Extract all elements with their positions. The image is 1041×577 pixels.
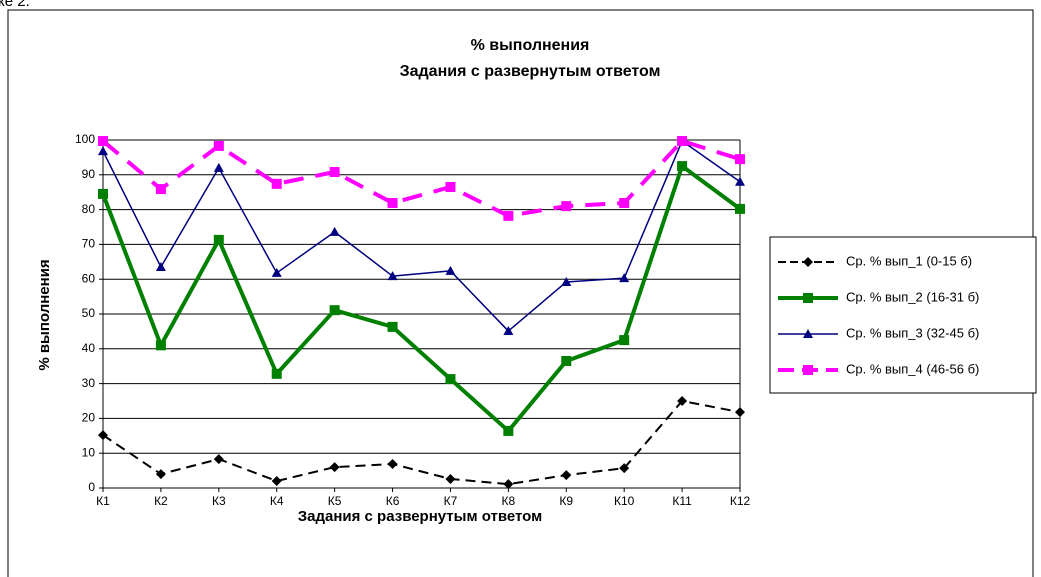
y-tick-label: 10	[82, 445, 96, 459]
x-tick-label: К12	[730, 494, 751, 508]
y-axis-label: % выполнения	[36, 259, 53, 370]
legend-label: Ср. % вып_1 (0-15 б)	[846, 253, 972, 268]
y-tick-label: 30	[82, 376, 96, 390]
legend-marker	[803, 365, 813, 375]
point	[677, 136, 688, 147]
point	[213, 140, 224, 151]
y-tick-label: 0	[88, 480, 95, 494]
point	[445, 181, 456, 192]
point	[271, 267, 282, 277]
point	[387, 458, 398, 469]
chart-title: % выполнения	[471, 37, 590, 54]
point	[445, 473, 456, 484]
point	[387, 321, 398, 332]
series-line	[101, 139, 741, 218]
point	[735, 203, 745, 214]
point	[387, 271, 398, 281]
y-tick-label: 20	[82, 411, 96, 425]
point	[503, 326, 514, 336]
x-axis-label: Задания с развернутым ответом	[298, 508, 543, 525]
point	[735, 407, 745, 418]
point	[619, 463, 630, 474]
x-tick-label: К3	[212, 494, 226, 508]
x-tick-label: К11	[672, 494, 692, 508]
point	[271, 178, 282, 189]
series-line	[102, 140, 741, 332]
point	[271, 368, 282, 379]
x-tick-label: К2	[154, 494, 168, 508]
point	[213, 454, 224, 465]
chart-subtitle: Задания с развернутым ответом	[400, 63, 661, 80]
y-tick-label: 50	[82, 306, 96, 320]
point	[619, 197, 630, 208]
point	[735, 154, 745, 165]
point	[561, 276, 572, 286]
point	[561, 470, 572, 481]
x-tick-label: К5	[328, 494, 342, 508]
point	[329, 167, 340, 178]
point	[213, 234, 224, 245]
point	[213, 162, 224, 172]
point	[329, 462, 340, 473]
point	[98, 188, 108, 199]
point	[503, 210, 514, 221]
y-tick-label: 90	[82, 167, 96, 181]
y-tick-label: 100	[75, 132, 95, 146]
point	[619, 273, 630, 283]
point	[561, 201, 572, 212]
point	[561, 355, 572, 366]
x-tick-label: К4	[270, 494, 284, 508]
point	[98, 136, 108, 147]
point	[329, 226, 340, 236]
y-tick-label: 70	[82, 237, 96, 251]
legend-label: Ср. % вып_4 (46-56 б)	[846, 361, 979, 376]
series-line	[101, 164, 742, 433]
point	[619, 335, 630, 346]
x-tick-label: К1	[96, 494, 110, 508]
point	[155, 184, 166, 195]
point	[155, 340, 166, 351]
point	[155, 262, 166, 272]
point	[503, 425, 514, 436]
y-tick-label: 80	[82, 202, 96, 216]
point	[445, 265, 456, 275]
point	[98, 430, 108, 441]
caption-fragment: ке 2.	[0, 0, 30, 10]
legend-label: Ср. % вып_2 (16-31 б)	[846, 289, 979, 304]
point	[98, 146, 108, 156]
legend-marker	[803, 257, 813, 267]
point	[387, 197, 398, 208]
legend-label: Ср. % вып_3 (32-45 б)	[846, 325, 979, 340]
legend-marker	[803, 329, 813, 338]
point	[677, 161, 688, 172]
y-tick-label: 40	[82, 341, 96, 355]
y-tick-label: 60	[82, 271, 96, 285]
point	[445, 374, 456, 385]
legend-marker	[803, 293, 813, 303]
point	[329, 305, 340, 316]
point	[271, 476, 282, 487]
point	[155, 469, 166, 480]
x-tick-label: К6	[386, 494, 400, 508]
point	[503, 479, 514, 490]
x-tick-label: К10	[614, 494, 635, 508]
x-tick-label: К7	[444, 494, 458, 508]
point	[735, 176, 745, 186]
x-tick-label: К8	[502, 494, 516, 508]
point	[677, 396, 688, 406]
series-line	[102, 400, 741, 486]
x-tick-label: К9	[559, 494, 573, 508]
